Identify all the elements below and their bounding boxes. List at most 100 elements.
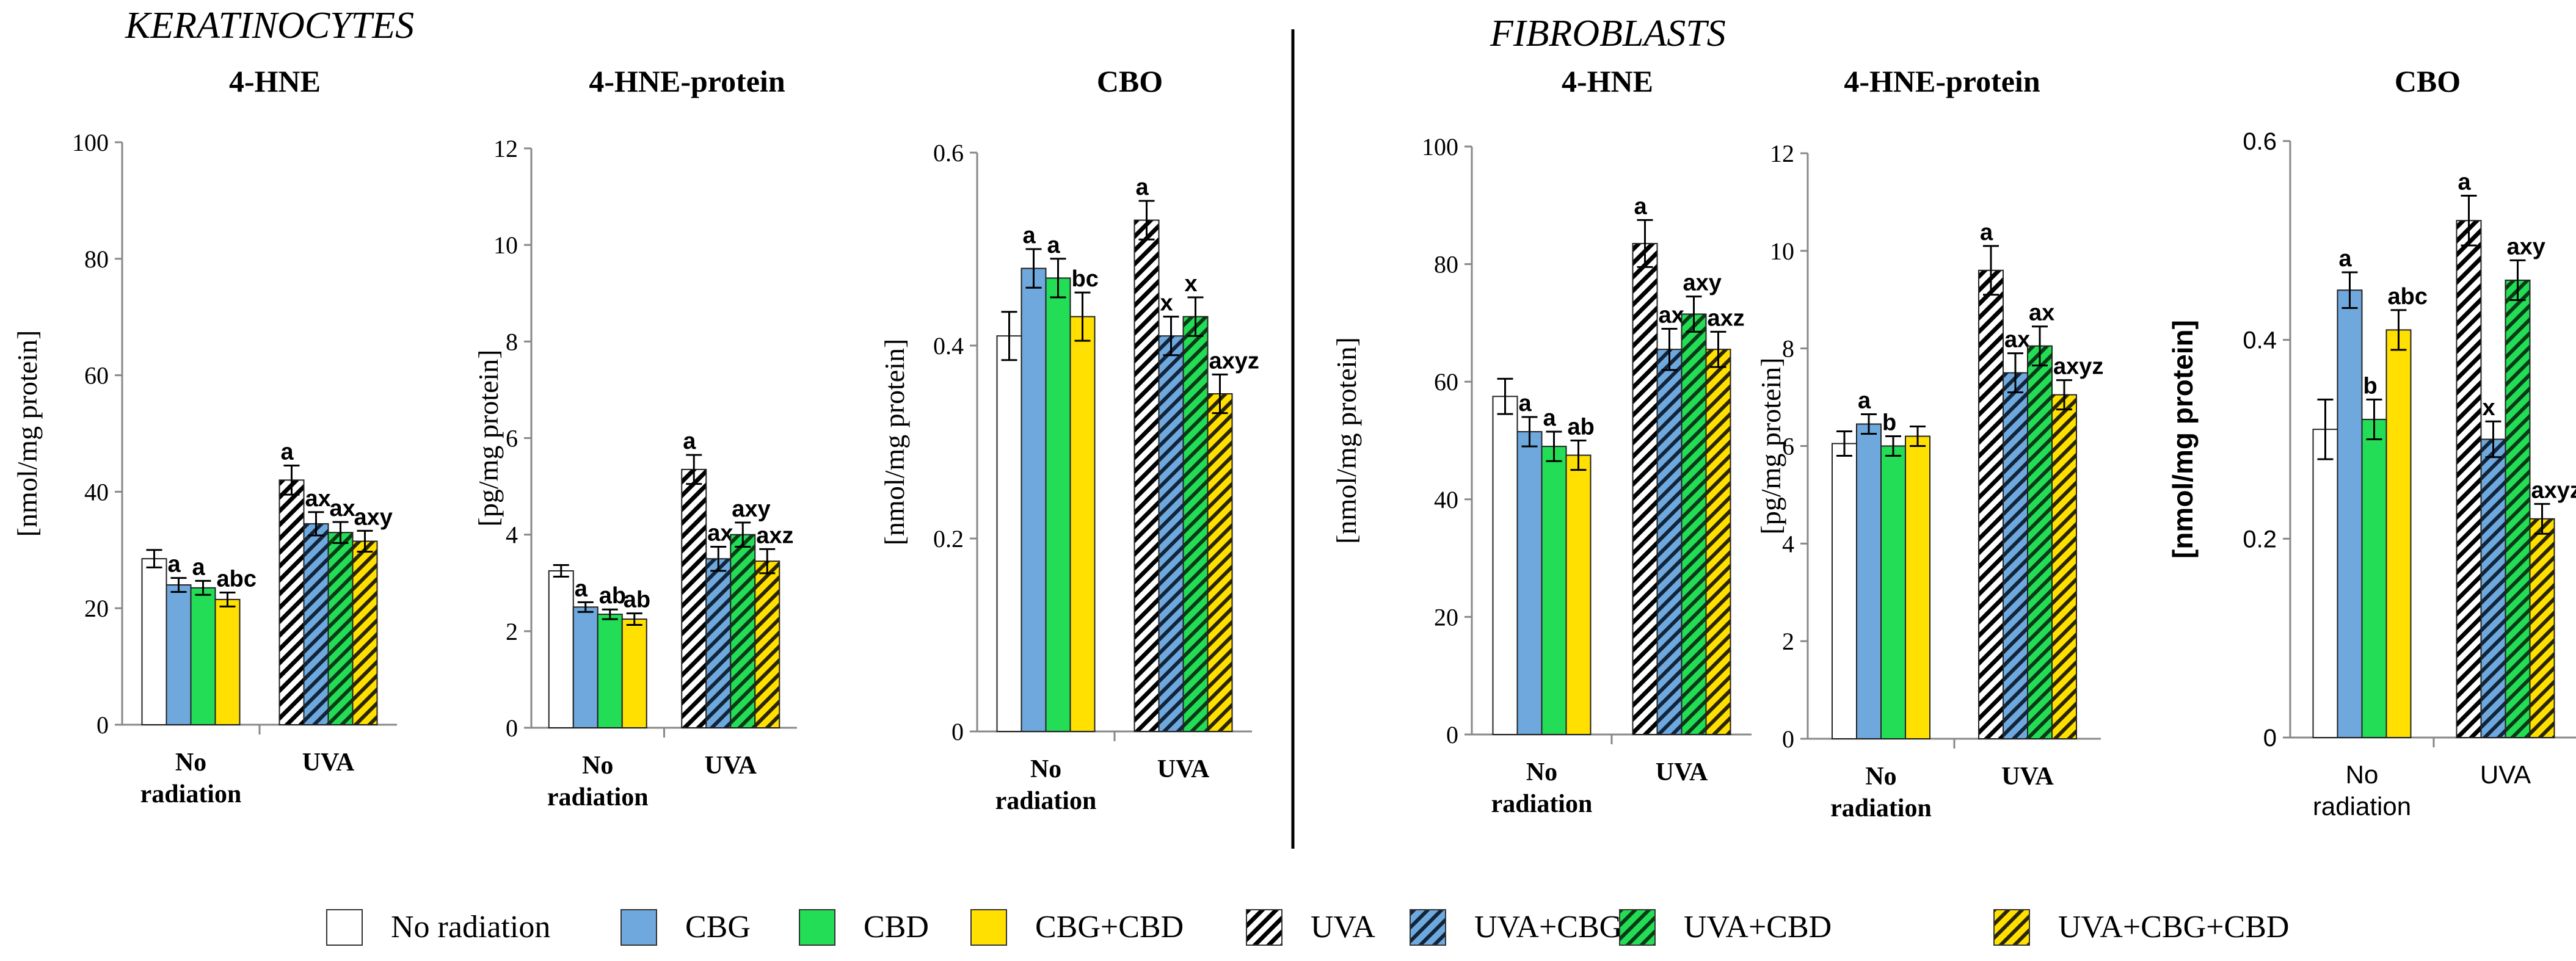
significance-label: a — [683, 429, 696, 454]
bar — [2312, 429, 2338, 738]
chart-panel-2: CBO [nmol/mg protein] 0 0.2 0.4 0.6 No radiatio… — [879, 64, 1259, 815]
legend-swatch — [799, 909, 835, 946]
x-category-label: radiation — [995, 787, 1097, 815]
chart-panel-0: 4-HNE [nmol/mg protein] 0 20 40 60 80 100 No radi… — [12, 64, 397, 808]
chart-title: 4-HNE-protein — [1844, 64, 2040, 98]
y-tick-label: 4 — [1782, 530, 1794, 557]
legend: No radiation CBG CBD CBG+CBD UVA UVA+CBG UVA+C… — [326, 909, 2289, 946]
y-tick-label: 100 — [1422, 133, 1458, 161]
bar — [1905, 435, 1930, 739]
significance-label: a — [1634, 194, 1648, 219]
significance-label: a — [1136, 175, 1149, 200]
y-tick-label: 0.6 — [933, 139, 964, 167]
y-tick-label: 8 — [1782, 335, 1794, 363]
legend-swatch — [620, 909, 657, 946]
bar — [597, 614, 623, 729]
y-tick-label: 0.2 — [933, 525, 964, 553]
bar — [1069, 316, 1096, 732]
bar — [352, 540, 378, 725]
significance-label: b — [2363, 373, 2378, 399]
significance-label: x — [1160, 291, 1173, 316]
bar — [166, 584, 192, 725]
significance-label: a — [1543, 405, 1557, 431]
significance-label: ax — [2004, 327, 2030, 353]
significance-label: axyz — [2531, 477, 2576, 503]
chart-title: 4-HNE — [229, 64, 321, 98]
section-title-fibroblasts: FIBROBLASTS — [1490, 13, 1726, 54]
y-tick-label: 6 — [506, 425, 518, 452]
bar — [214, 598, 241, 726]
x-category-label: No — [175, 749, 206, 777]
bar — [681, 468, 707, 728]
significance-label: ax — [2029, 300, 2054, 326]
y-tick-label: 2 — [1782, 628, 1794, 655]
x-category-label: UVA — [1157, 755, 1210, 783]
bar — [1133, 219, 1160, 733]
x-category-label: UVA — [704, 752, 757, 780]
y-axis-label: [nmol/mg protein] — [1331, 337, 1362, 544]
x-category-label: UVA — [2001, 763, 2054, 791]
x-category-label: No — [2346, 760, 2379, 789]
x-category-label: radiation — [2313, 792, 2411, 821]
significance-label: axz — [1708, 305, 1745, 331]
y-axis-label: [nmol/mg protein] — [2167, 320, 2199, 559]
y-tick-label: 6 — [1782, 433, 1794, 460]
x-category-label: No — [582, 752, 613, 780]
bar — [2480, 438, 2506, 738]
x-category-label: No — [1526, 758, 1557, 786]
significance-label: ax — [1659, 303, 1684, 328]
bar — [327, 532, 354, 725]
legend-swatch — [970, 909, 1007, 946]
chart-title: CBO — [2395, 64, 2461, 98]
legend-label: UVA+CBG — [1474, 910, 1622, 945]
charts-layer: 4-HNE[nmol/mg protein]020406080100Noradi… — [12, 64, 2576, 822]
y-tick-label: 80 — [1434, 251, 1458, 278]
x-category-label: UVA — [2480, 760, 2531, 789]
significance-label: abc — [217, 566, 257, 592]
bar — [705, 558, 732, 728]
y-axis-label: [nmol/mg protein] — [879, 339, 910, 546]
y-tick-label: 0 — [1446, 721, 1458, 749]
legend-label: UVA+CBD — [1684, 910, 1832, 945]
bar — [1565, 454, 1592, 735]
chart-panel-1: 4-HNE-protein [pg/mg protein] 0 2 4 6 8 10 12 No r… — [473, 64, 797, 811]
y-tick-label: 60 — [1434, 368, 1458, 396]
chart-title: CBO — [1097, 64, 1163, 98]
y-tick-label: 60 — [84, 362, 109, 390]
legend-swatch — [326, 909, 363, 946]
y-tick-label: 0 — [506, 714, 518, 742]
legend-label: CBD — [864, 910, 929, 945]
bar — [1880, 445, 1906, 739]
significance-label: axy — [354, 504, 393, 530]
significance-label: axyz — [2053, 354, 2103, 380]
x-category-label: radiation — [1830, 794, 1932, 822]
x-category-label: UVA — [302, 749, 355, 777]
legend-label: UVA — [1311, 910, 1375, 945]
bar — [1516, 431, 1543, 735]
bar — [1492, 396, 1518, 735]
significance-label: a — [2458, 170, 2472, 195]
bar — [1541, 446, 1567, 735]
bar — [1832, 443, 1857, 739]
chart-title: 4-HNE — [1562, 64, 1653, 98]
chart-panel-4: 4-HNE-protein [pg/mg protein] 0 2 4 6 8 10 12 No r… — [1755, 64, 2103, 822]
y-tick-label: 12 — [493, 135, 518, 162]
significance-label: axy — [2507, 234, 2545, 259]
x-category-label: No — [1030, 755, 1061, 783]
y-tick-label: 0.4 — [2243, 327, 2277, 354]
bar — [1705, 349, 1731, 735]
x-category-label: radiation — [140, 780, 242, 808]
significance-label: axy — [732, 496, 770, 522]
y-tick-label: 10 — [1770, 238, 1794, 265]
bar — [303, 523, 329, 725]
bar — [2337, 289, 2363, 738]
bar — [548, 570, 574, 729]
significance-label: ab — [1568, 415, 1595, 440]
y-tick-label: 0 — [2263, 725, 2277, 752]
legend-label: CBG+CBD — [1035, 910, 1184, 945]
bar — [1045, 277, 1071, 732]
x-category-label: radiation — [547, 783, 649, 811]
significance-label: x — [2483, 395, 2495, 421]
y-axis-label: [pg/mg protein] — [473, 350, 504, 527]
